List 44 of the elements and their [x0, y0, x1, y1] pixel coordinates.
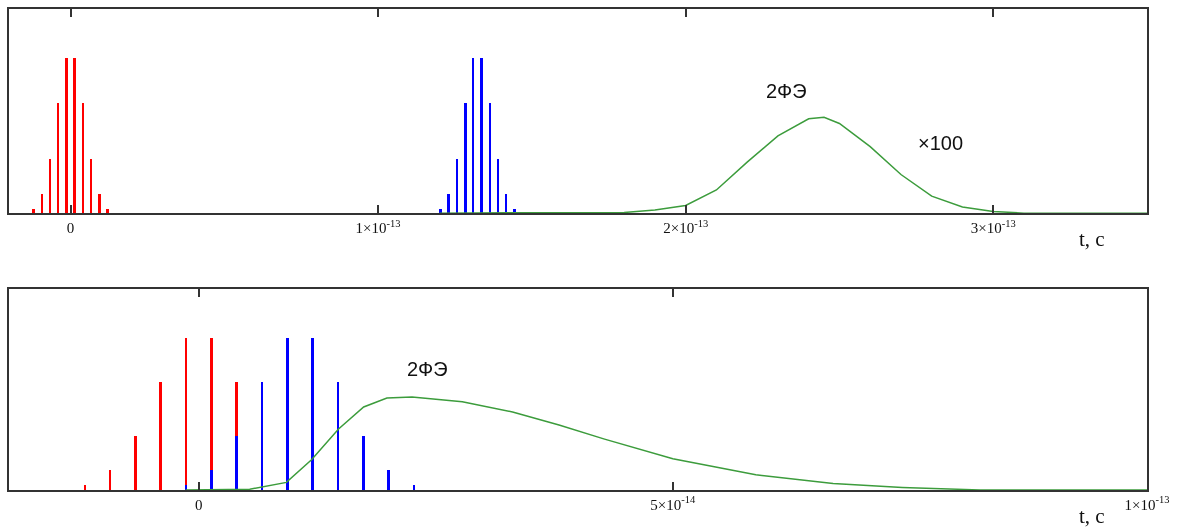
bar	[90, 159, 92, 213]
bar	[41, 194, 43, 213]
bar	[472, 58, 474, 213]
bar	[286, 337, 289, 490]
bar	[32, 209, 35, 213]
x-tick-label: 1×10$^{-13}$	[355, 217, 401, 236]
bar	[210, 469, 213, 490]
bar	[73, 58, 76, 213]
x-tick-label: 0	[66, 219, 75, 236]
bar	[49, 159, 51, 213]
x-axis-title: t, с	[1079, 504, 1105, 528]
bar	[84, 484, 86, 490]
bar	[261, 381, 263, 490]
annotation: 2ФЭ	[407, 358, 448, 380]
bar	[447, 194, 450, 213]
bar	[159, 381, 162, 490]
bar	[235, 435, 238, 490]
x-tick-label: 2×10$^{-13}$	[663, 217, 709, 236]
bar	[387, 469, 390, 490]
bar	[98, 194, 101, 213]
bar	[456, 159, 458, 213]
bar	[57, 103, 59, 213]
x-tick-label: 1×10$^{-13}$	[1124, 494, 1170, 513]
bar	[106, 209, 109, 213]
bar	[464, 103, 467, 213]
bar	[134, 435, 137, 490]
bar	[337, 381, 339, 490]
x-axis-title: t, с	[1079, 227, 1105, 251]
bar	[109, 469, 111, 490]
x-tick-label: 3×10$^{-13}$	[970, 217, 1016, 236]
x-tick-label: 5×10$^{-14}$	[650, 494, 697, 513]
bar	[497, 159, 499, 213]
bar	[480, 58, 483, 213]
bar	[505, 194, 507, 213]
bar	[413, 484, 415, 490]
annotation: ×100	[918, 132, 964, 154]
x-tick-label: 0	[194, 496, 203, 513]
bar	[185, 484, 187, 490]
bar	[82, 103, 84, 213]
annotation: 2ФЭ	[766, 80, 807, 102]
bar	[311, 337, 314, 490]
bar	[65, 58, 68, 213]
bar	[362, 435, 365, 490]
bar	[489, 103, 491, 213]
